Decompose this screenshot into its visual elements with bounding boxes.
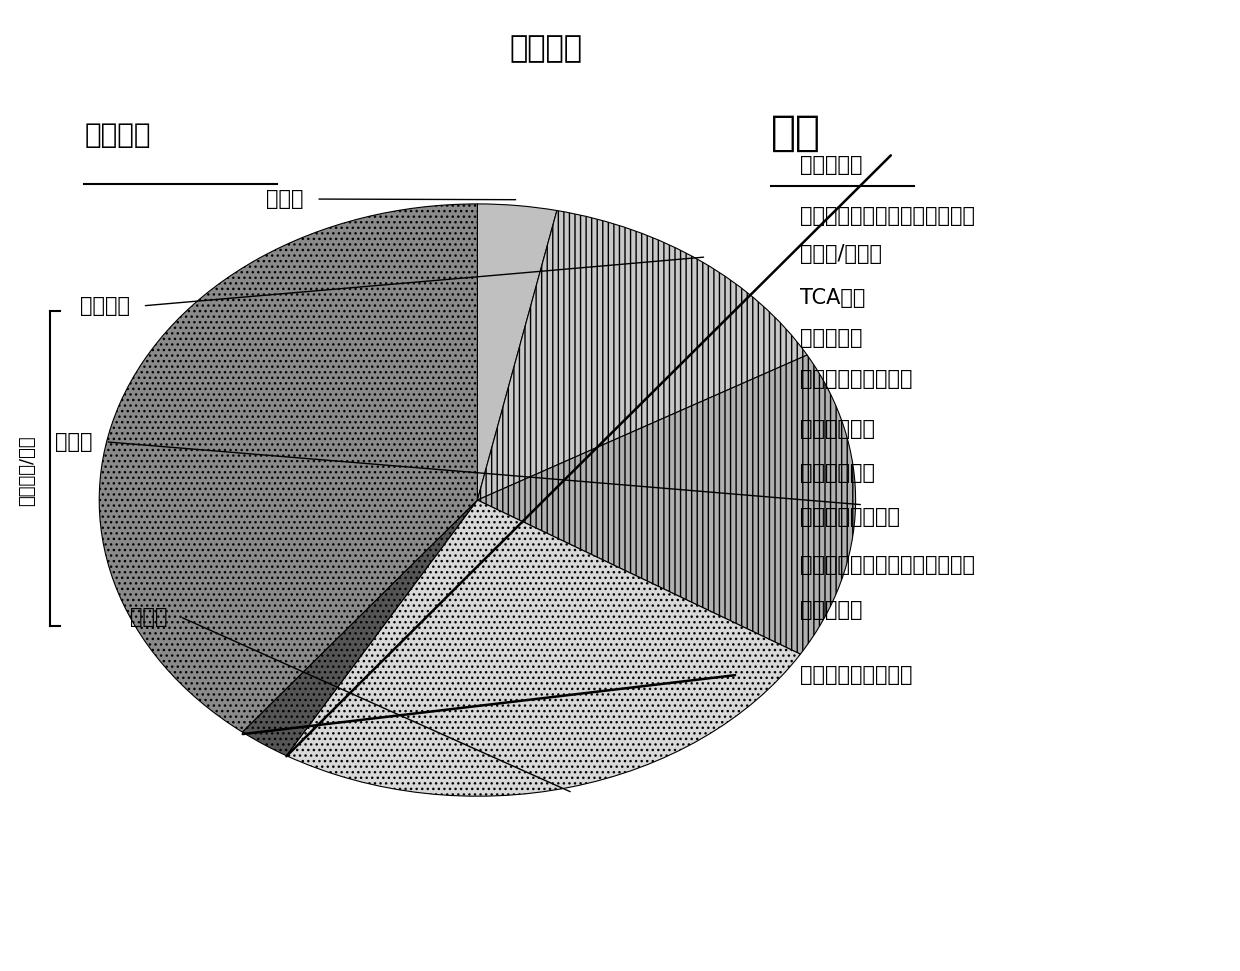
Text: 氧化磷酸化: 氧化磷酸化 [800, 155, 862, 175]
Text: 糖酵解/糖异生: 糖酵解/糖异生 [800, 245, 882, 264]
Wedge shape [242, 500, 477, 755]
Wedge shape [477, 355, 856, 654]
Text: 丙酮酸代谢: 丙酮酸代谢 [800, 328, 862, 348]
Text: 戊糖磷酸途径: 戊糖磷酸途径 [800, 463, 874, 483]
Wedge shape [477, 204, 557, 500]
Text: 缬氨酸、亮氨酸、异亮氨酸合成: 缬氨酸、亮氨酸、异亮氨酸合成 [800, 555, 975, 575]
Text: 溶酶体: 溶酶体 [267, 189, 304, 209]
Wedge shape [286, 500, 800, 796]
Wedge shape [99, 204, 477, 732]
Text: 精氨酸和脯氨酸代谢: 精氨酸和脯氨酸代谢 [800, 665, 913, 685]
Text: 功能富集: 功能富集 [510, 34, 582, 63]
Text: 蛋白降解: 蛋白降解 [84, 121, 151, 150]
Text: 果糖和甘露糖代谢: 果糖和甘露糖代谢 [800, 507, 900, 526]
Text: TCA循环: TCA循环 [800, 288, 866, 308]
Text: 缬氨酸、亮氨酸、异亮氨酸降解: 缬氨酸、亮氨酸、异亮氨酸降解 [800, 206, 975, 225]
Text: 蛋白合成/翻译: 蛋白合成/翻译 [19, 436, 36, 506]
Text: 脂肪酸代谢: 脂肪酸代谢 [800, 600, 862, 619]
Text: 代谢: 代谢 [771, 112, 821, 153]
Text: 氨糖和核苷酸糖代谢: 氨糖和核苷酸糖代谢 [800, 369, 913, 388]
Text: 谷胱甘肽代谢: 谷胱甘肽代谢 [800, 419, 874, 439]
Wedge shape [477, 211, 807, 500]
Text: 核糖体: 核糖体 [130, 607, 167, 626]
Text: 剪接体: 剪接体 [56, 432, 93, 452]
Text: 蛋白酶体: 蛋白酶体 [81, 296, 130, 316]
